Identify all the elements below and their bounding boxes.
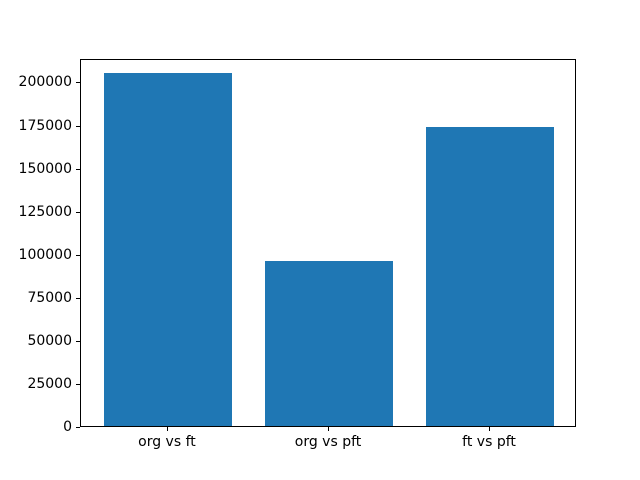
y-tick-label: 200000 [18,74,72,91]
y-tick-label: 25000 [27,375,72,392]
bar-org-vs-pft [264,260,394,426]
y-tick-label: 50000 [27,332,72,349]
y-tick-mark [76,125,80,127]
y-tick-mark [76,211,80,213]
y-tick-label: 100000 [18,246,72,263]
bar-ft-vs-pft [425,127,555,426]
y-tick-label: 75000 [27,289,72,306]
y-tick-mark [76,82,80,84]
y-tick-mark [76,427,80,428]
x-tick-mark [328,427,329,431]
y-tick-mark [76,168,80,170]
y-tick-label: 175000 [18,117,72,134]
x-tick-label: ft vs pft [462,434,516,450]
plot-area [80,59,576,427]
x-tick-mark [489,427,491,431]
y-tick-mark [76,383,80,385]
x-tick-mark [166,427,168,431]
bar-org-vs-ft [103,73,233,426]
y-tick-label: 150000 [18,160,72,177]
x-tick-label: org vs pft [294,434,362,450]
y-tick-label: 0 [63,419,72,435]
y-tick-mark [76,297,80,299]
y-tick-label: 125000 [18,203,72,220]
x-tick-label: org vs ft [138,434,196,450]
y-tick-mark [76,340,80,342]
y-tick-mark [76,254,80,256]
